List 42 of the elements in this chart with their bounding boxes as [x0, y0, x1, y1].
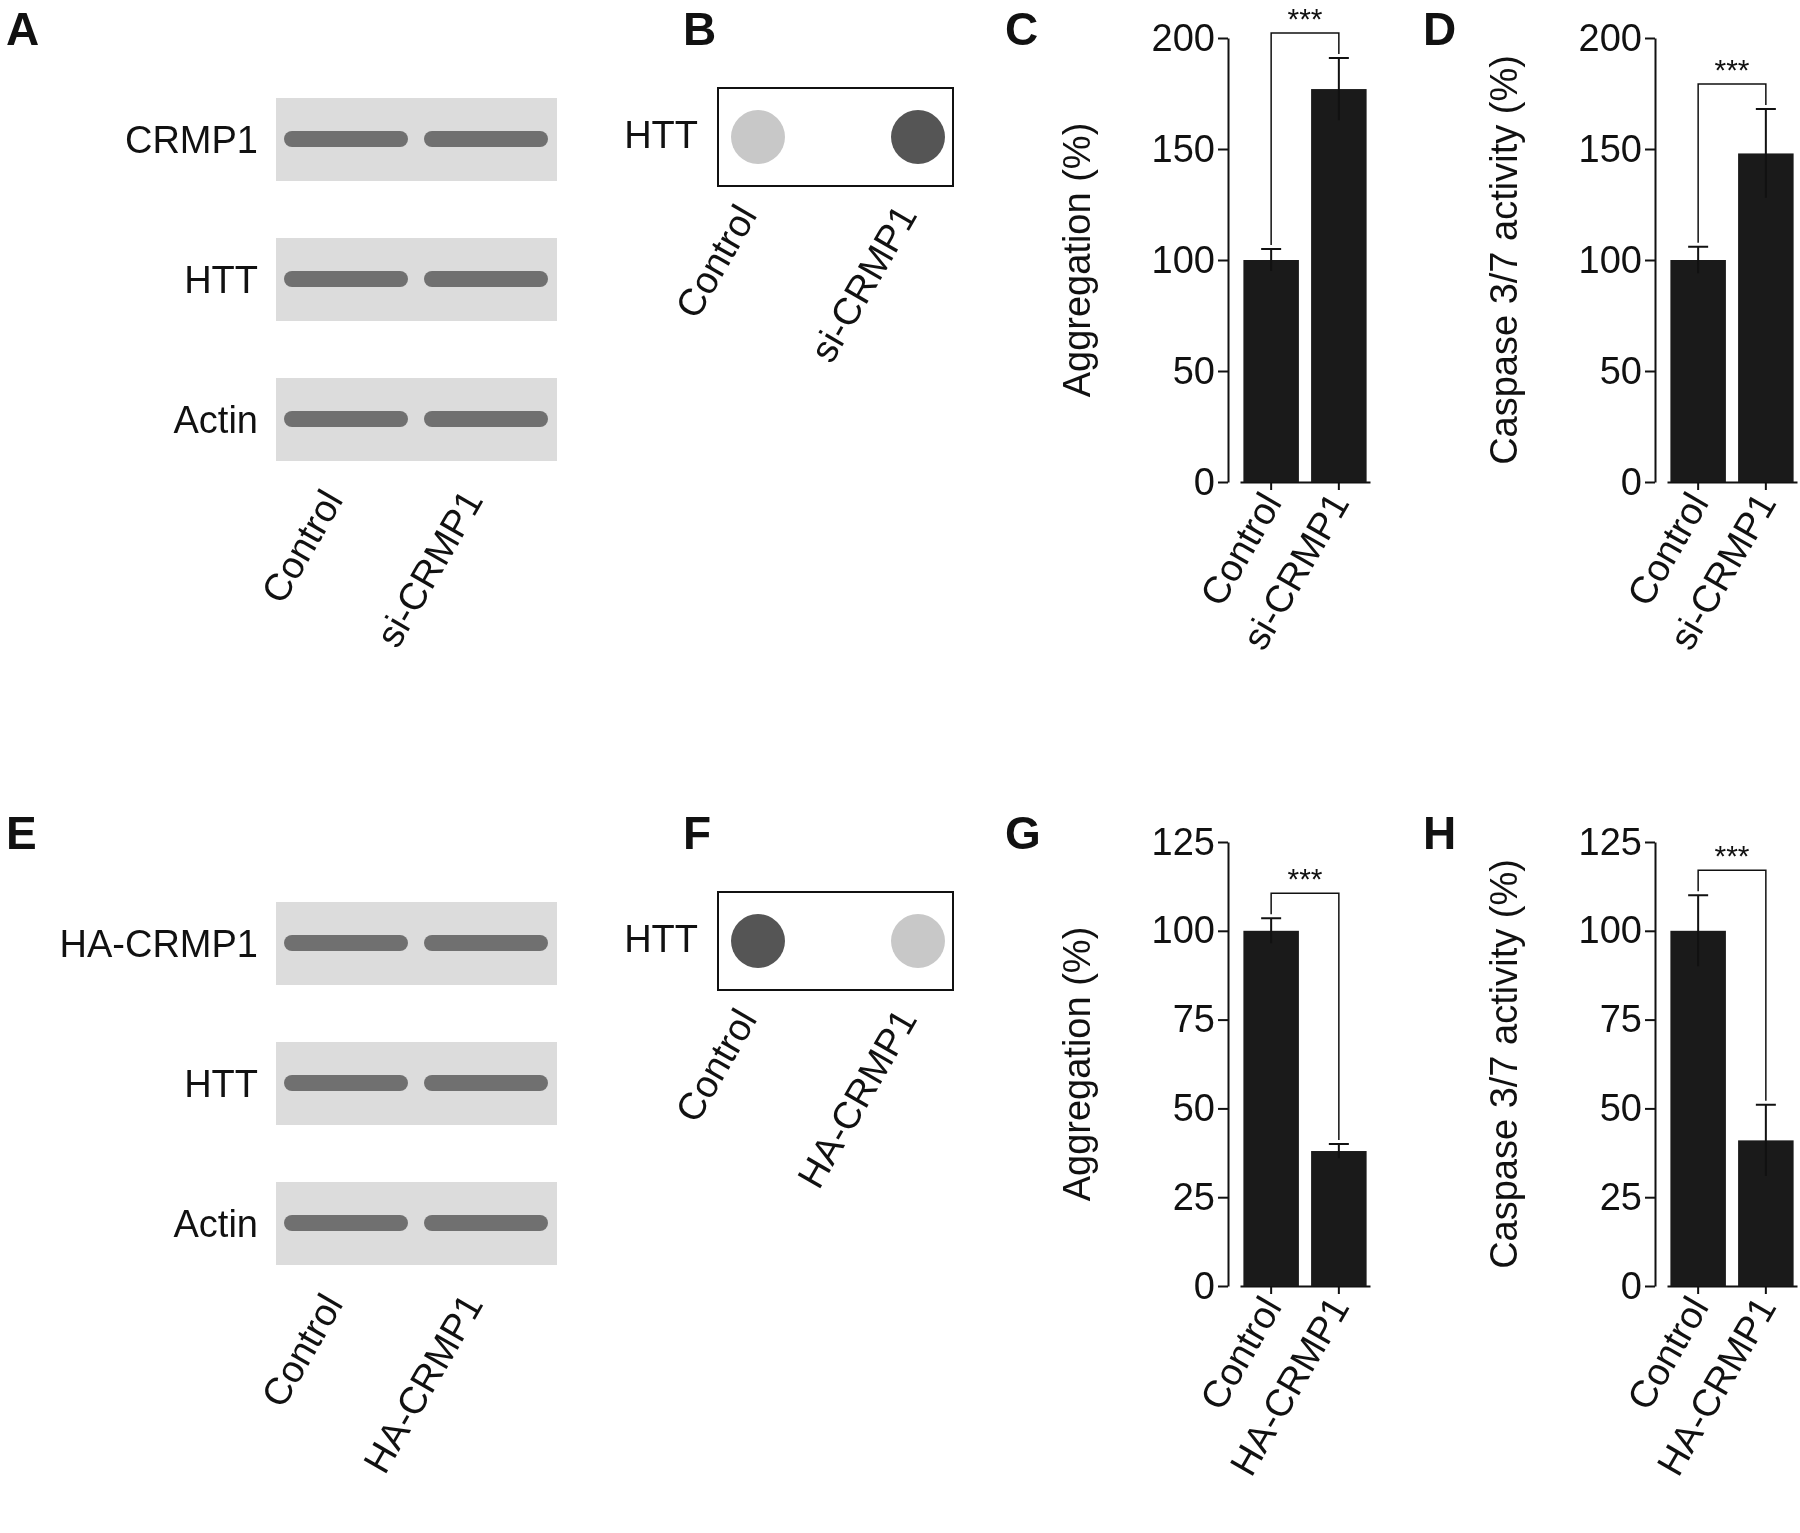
- text: ***: [1287, 1, 1323, 35]
- y-axis-title: Caspase 3/7 activity (%): [1483, 55, 1525, 465]
- y-axis-title: Caspase 3/7 activity (%): [1483, 859, 1525, 1269]
- y-tick-label: 125: [1578, 820, 1642, 863]
- y-tick-label: 100: [1151, 909, 1215, 952]
- text: E: [6, 807, 37, 859]
- text: HTT: [184, 259, 258, 302]
- y-tick-label: 100: [1578, 238, 1642, 281]
- text: HTT: [184, 1063, 258, 1106]
- y-tick-label: 125: [1151, 820, 1215, 863]
- chart-title: G: [1005, 807, 1041, 859]
- y-tick-label: 200: [1151, 16, 1215, 59]
- text: Actin: [173, 1203, 258, 1246]
- y-tick-label: 75: [1172, 998, 1215, 1041]
- annotation: ***: [1714, 839, 1750, 873]
- annotation: ***: [1714, 53, 1750, 87]
- y-tick-label: 50: [1172, 349, 1215, 392]
- y-tick-label: 75: [1599, 998, 1642, 1041]
- chart-title: D: [1423, 3, 1457, 55]
- y-tick-label: 100: [1578, 909, 1642, 952]
- chart-title: H: [1423, 807, 1457, 859]
- y-tick-label: 50: [1172, 1087, 1215, 1130]
- y-axis-title: Aggregation (%): [1056, 926, 1098, 1202]
- y-tick-label: 25: [1599, 1175, 1642, 1218]
- y-tick-label: 200: [1578, 16, 1642, 59]
- y-tick-label: 25: [1172, 1175, 1215, 1218]
- text: CRMP1: [124, 119, 258, 162]
- text: HTT: [624, 114, 698, 157]
- y-tick-label: 150: [1578, 127, 1642, 170]
- y-axis-title: Aggregation (%): [1056, 122, 1098, 398]
- y-tick-label: 50: [1599, 349, 1642, 392]
- chart-title: C: [1005, 3, 1039, 55]
- text: HA-CRMP1: [59, 923, 258, 966]
- text: HTT: [624, 918, 698, 961]
- y-tick-label: 50: [1599, 1087, 1642, 1130]
- text: F: [683, 807, 712, 859]
- text: A: [6, 3, 40, 55]
- text: B: [683, 3, 717, 55]
- text: Actin: [173, 399, 258, 442]
- annotation: ***: [1287, 862, 1323, 896]
- y-tick-label: 150: [1151, 127, 1215, 170]
- y-tick-label: 100: [1151, 238, 1215, 281]
